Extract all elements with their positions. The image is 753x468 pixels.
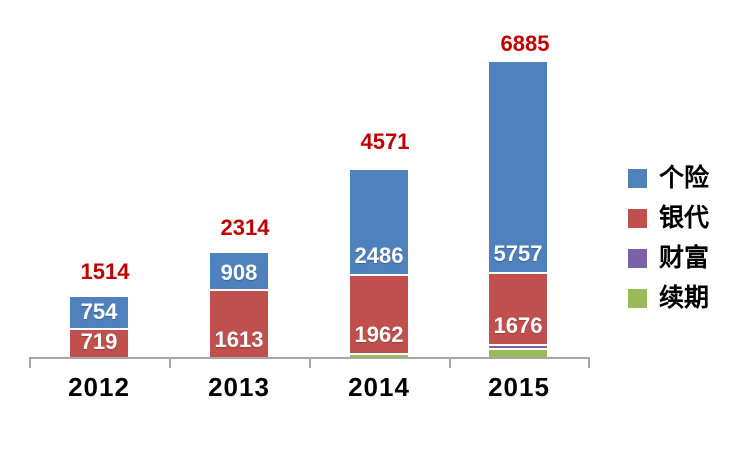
- segment-value: 754: [80, 299, 118, 324]
- bar-2014: 2486 1962: [350, 170, 408, 358]
- legend-label: 银代: [659, 204, 710, 232]
- segment-gexian: 5757: [489, 62, 547, 272]
- segment-value: 1676: [493, 313, 543, 338]
- segment-yindai: 1962: [350, 274, 408, 353]
- x-axis-tick: [169, 357, 171, 368]
- segment-yindai: 1676: [489, 272, 547, 344]
- legend-item-caifu: 财富: [628, 244, 710, 272]
- x-axis-tick: [309, 357, 311, 368]
- segment-yindai: 1613: [210, 289, 268, 358]
- legend-item-xuqi: 续期: [628, 284, 710, 312]
- total-label-2015: 6885: [500, 31, 550, 56]
- bar-2013: 908 1613: [210, 253, 268, 358]
- legend-item-yindai: 银代: [628, 204, 710, 232]
- legend-swatch-red-icon: [628, 209, 647, 228]
- bar-2015: 5757 1676: [489, 62, 547, 358]
- legend-label: 续期: [659, 284, 710, 312]
- legend-swatch-purple-icon: [628, 249, 647, 268]
- x-axis-tick: [29, 357, 31, 368]
- segment-value: 5757: [493, 241, 543, 266]
- x-tick-label-2012: 2012: [68, 372, 130, 402]
- legend-item-gexian: 个险: [628, 164, 710, 192]
- segment-value: 908: [220, 260, 258, 285]
- legend-swatch-green-icon: [628, 289, 647, 308]
- x-axis-tick: [588, 357, 590, 368]
- segment-value: 719: [80, 329, 118, 354]
- segment-value: 1613: [214, 327, 264, 352]
- segment-value: 2486: [354, 243, 404, 268]
- x-tick-label-2014: 2014: [348, 372, 410, 402]
- x-axis-tick: [449, 357, 451, 368]
- total-label-2013: 2314: [220, 215, 270, 240]
- total-label-2012: 1514: [80, 259, 130, 284]
- segment-yindai: 719: [70, 328, 128, 358]
- segment-xuqi: [350, 353, 408, 358]
- segment-gexian: 908: [210, 253, 268, 289]
- bar-2012: 754 719: [70, 297, 128, 358]
- segment-value: 1962: [354, 322, 404, 347]
- total-label-2014: 4571: [360, 129, 410, 154]
- legend-label: 个险: [659, 164, 710, 192]
- segment-caifu: [489, 344, 547, 348]
- x-tick-label-2015: 2015: [488, 372, 550, 402]
- legend-swatch-blue-icon: [628, 169, 647, 188]
- legend: 个险 银代 财富 续期: [628, 164, 710, 312]
- segment-xuqi: [489, 348, 547, 358]
- segment-gexian: 754: [70, 297, 128, 328]
- legend-label: 财富: [659, 244, 710, 272]
- x-tick-label-2013: 2013: [208, 372, 270, 402]
- segment-gexian: 2486: [350, 170, 408, 274]
